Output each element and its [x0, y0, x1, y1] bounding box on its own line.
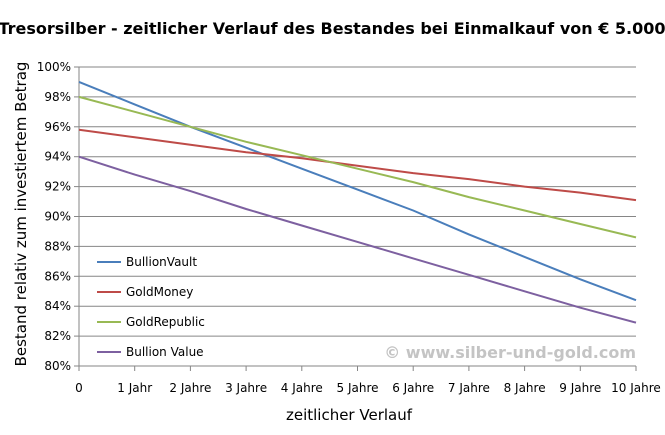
x-tick-label: 1 Jahr — [117, 381, 152, 395]
x-tick-label: 10 Jahre — [611, 381, 661, 395]
series-line-bullionvalue — [78, 155, 637, 324]
chart-title: Tresorsilber - zeitlicher Verlauf des Be… — [0, 19, 665, 38]
y-tick-label: 88% — [44, 239, 71, 253]
legend-label: BullionVault — [126, 255, 197, 269]
y-tick-label: 82% — [44, 329, 71, 343]
y-tick-label: 100% — [37, 60, 71, 74]
x-tick-label: 2 Jahre — [169, 381, 211, 395]
y-tick-labels: 80% 82% 84% 86% 88% 90% 92% 94% 96% 98% 100% — [37, 60, 71, 373]
y-tick-label: 92% — [44, 180, 71, 194]
y-tick-label: 90% — [44, 210, 71, 224]
legend-label: GoldMoney — [126, 285, 193, 299]
x-tick-label: 5 Jahre — [337, 381, 379, 395]
watermark-text: © www.silber-und-gold.com — [384, 343, 636, 362]
x-tick-label: 6 Jahre — [392, 381, 434, 395]
series-line-bullionvault — [78, 80, 637, 302]
y-tick-label: 84% — [44, 299, 71, 313]
x-tick-label: 0 — [75, 381, 83, 395]
y-tick-label: 80% — [44, 359, 71, 373]
axes — [78, 67, 636, 367]
legend-label: Bullion Value — [126, 345, 204, 359]
y-tick-label: 96% — [44, 120, 71, 134]
legend: BullionVault GoldMoney GoldRepublic Bullion… — [97, 255, 205, 359]
series-line-goldrepublic — [78, 95, 637, 239]
y-tick-label: 98% — [44, 90, 71, 104]
series-line-goldmoney — [78, 128, 637, 202]
x-tick-label: 7 Jahre — [448, 381, 490, 395]
x-tick-label: 3 Jahre — [225, 381, 267, 395]
series-lines — [78, 80, 637, 324]
y-tick-label: 94% — [44, 150, 71, 164]
legend-label: GoldRepublic — [126, 315, 205, 329]
x-tick-labels: 0 1 Jahr 2 Jahre 3 Jahre 4 Jahre 5 Jahre 6 Jah… — [75, 381, 661, 395]
y-axis-title: Bestand relativ zum investiertem Betrag — [12, 62, 30, 367]
x-tick-label: 8 Jahre — [504, 381, 546, 395]
x-tick-label: 4 Jahre — [281, 381, 323, 395]
x-axis-title: zeitlicher Verlauf — [286, 406, 413, 424]
x-tick-label: 9 Jahre — [559, 381, 601, 395]
y-tick-label: 86% — [44, 269, 71, 283]
